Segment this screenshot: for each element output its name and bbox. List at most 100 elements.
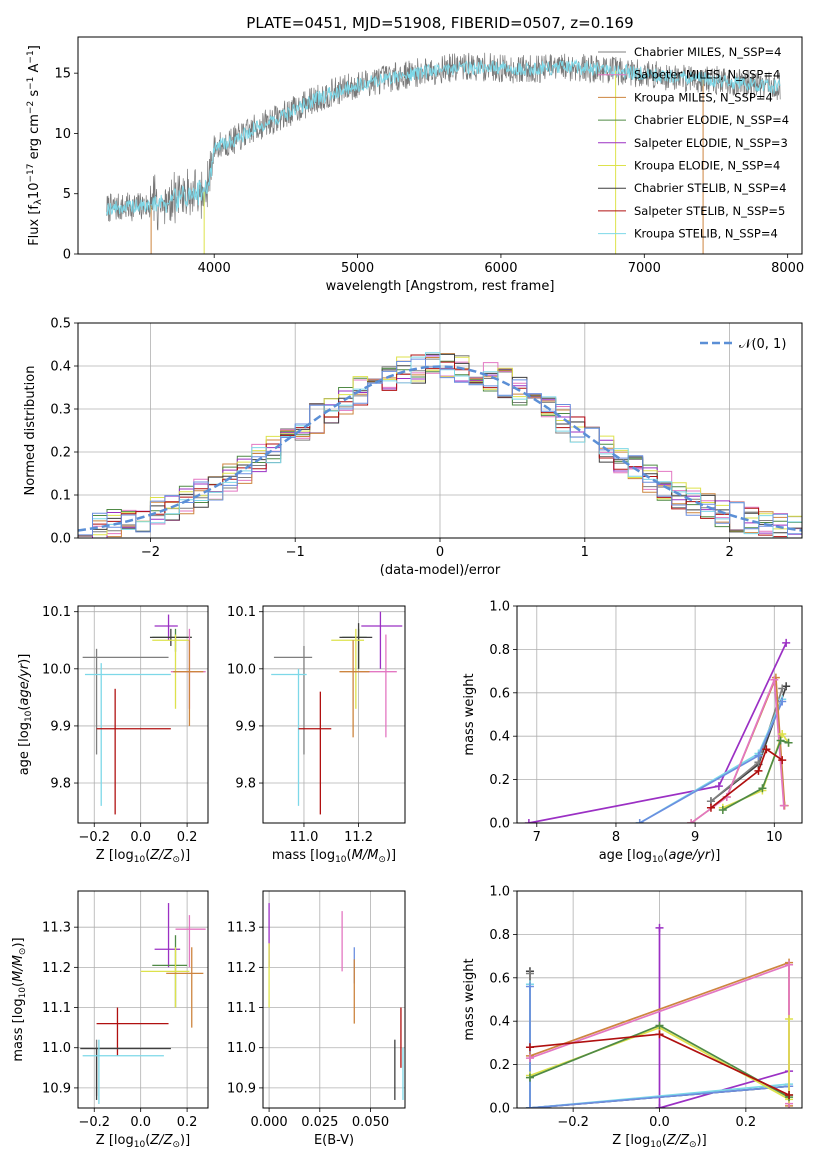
y-tick-label: 0.4 (489, 1015, 510, 1030)
x-tick-label: 0 (436, 545, 444, 560)
x-tick-label: 5000 (341, 261, 374, 276)
massweight-vs-Z-x-axis-label: Z [log10(Z/Z⊙)] (612, 1133, 706, 1150)
mass-weight-marker (525, 982, 534, 991)
errorbar-point (339, 640, 370, 738)
x-tick-label: −1 (286, 545, 305, 560)
mass-weight-marker (785, 960, 794, 969)
errorbar-point (273, 645, 313, 755)
y-tick-label: 9.9 (235, 719, 256, 734)
x-tick-label: 0.0 (130, 1115, 151, 1130)
x-tick-label: 0.050 (352, 1115, 389, 1130)
mass-weight-marker (525, 1043, 534, 1052)
y-tick-label: 9.8 (50, 777, 71, 792)
mass-weight-marker (714, 782, 723, 791)
legend-entry: Salpeter STELIB, N_SSP=5 (634, 204, 785, 218)
mass-weight-marker (718, 805, 727, 814)
y-tick-label: 11.0 (227, 1041, 256, 1056)
age-vs-Z-x-axis-label: Z [log10(Z/Z⊙)] (96, 848, 190, 865)
residuals-axes: −2 −1 0 1 2 0.0 0.1 0.2 0.3 0.4 0.5 (50, 317, 802, 560)
mass-weight-marker (525, 969, 534, 978)
errorbar-point (175, 915, 206, 968)
y-tick-label: 0.0 (50, 532, 71, 547)
x-tick-label: 7 (533, 830, 541, 845)
age-vs-Z-y-axis-label: age [log10(age/yr)] (17, 654, 34, 776)
legend-entry: Kroupa MILES, N_SSP=4 (634, 90, 773, 104)
mass-weight-marker (655, 923, 664, 932)
x-tick-label: −0.2 (78, 1115, 110, 1130)
y-tick-label: 0.8 (489, 643, 510, 658)
mass-weight-series (525, 1030, 794, 1099)
errorbar-point (82, 648, 169, 755)
y-tick-label: 9.9 (50, 719, 71, 734)
mass-weight-marker (635, 819, 644, 823)
y-tick-label: 0.0 (489, 1102, 510, 1117)
age_vs_Z-axes: −0.2 0.0 0.2 9.8 9.9 10.0 10.1 (42, 605, 208, 845)
y-tick-label: 0.5 (50, 317, 71, 332)
mass-weight-line (722, 739, 789, 811)
mass_vs_Z-plot (80, 903, 206, 1104)
legend-entry: 𝒩(0, 1) (739, 337, 786, 352)
mass-weight-marker (758, 784, 767, 793)
massweight_vs_age-axes-frame (516, 605, 803, 824)
mass-weight-marker (655, 1030, 664, 1039)
y-tick-label: 11.2 (227, 961, 256, 976)
y-tick-label: 1.0 (489, 885, 510, 900)
age_vs_mass-axes-frame (262, 605, 406, 824)
legend-entry: Chabrier STELIB, N_SSP=4 (634, 181, 786, 195)
residual-histogram-step (78, 352, 802, 538)
age_vs_mass-axes: 11.0 11.2 9.8 9.9 10.0 10.1 (227, 605, 405, 845)
x-tick-label: 0.2 (736, 1115, 757, 1130)
y-tick-label: 0.6 (489, 971, 510, 986)
mass_vs_Z-axes: −0.2 0.0 0.2 10.9 11.0 11.1 11.2 11.3 (42, 891, 208, 1130)
residual-histogram-step (78, 358, 802, 536)
x-tick-label: 11.2 (344, 830, 373, 845)
mass-weight-marker (776, 736, 785, 745)
massweight_vs_Z-axes-frame (516, 890, 803, 1109)
errorbar-point (173, 640, 204, 726)
legend-entry: Chabrier ELODIE, N_SSP=4 (634, 113, 789, 127)
x-tick-label: 8000 (771, 261, 804, 276)
y-tick-label: 10.0 (42, 662, 71, 677)
mass-weight-marker (706, 803, 715, 812)
x-tick-label: 9 (691, 830, 699, 845)
residuals-plot (78, 352, 802, 538)
x-tick-label: 0.025 (301, 1115, 338, 1130)
massweight_vs_age-plot (524, 638, 793, 823)
mass-weight-marker (778, 697, 787, 706)
mass-weight-series (718, 736, 793, 814)
y-tick-label: 0.4 (50, 360, 71, 375)
mass-vs-Z-y-axis-label: mass [log10(M/M⊙)] (11, 937, 28, 1061)
legend-entry: Kroupa STELIB, N_SSP=4 (634, 227, 778, 241)
mass_vs_EBV-axes: 0.000 0.025 0.050 10.9 11.0 11.1 11.2 11.3 (227, 891, 405, 1130)
errorbar-point (96, 688, 171, 815)
mass-vs-Z-x-axis-label: Z [log10(Z/Z⊙)] (96, 1133, 190, 1150)
x-tick-label: 0.2 (177, 1115, 198, 1130)
y-tick-label: 11.2 (42, 961, 71, 976)
x-tick-label: −0.2 (78, 830, 110, 845)
legend-entry: Salpeter ELODIE, N_SSP=3 (634, 136, 788, 150)
y-tick-label: 0.4 (489, 730, 510, 745)
errorbar-point (82, 1039, 164, 1104)
age_vs_mass-plot (271, 611, 403, 815)
mass-weight-marker (687, 819, 696, 823)
mass_vs_Z-axes-frame (77, 890, 209, 1109)
mass-weight-marker (778, 684, 787, 693)
legend-entry: Salpeter MILES, N_SSP=4 (634, 68, 780, 82)
x-tick-label: 6000 (484, 261, 517, 276)
x-tick-label: 7000 (628, 261, 661, 276)
mass-weight-marker (524, 819, 533, 823)
mass_vs_EBV-plot (268, 903, 404, 1100)
age_vs_Z-axes-frame (77, 605, 209, 824)
errorbar-point (84, 663, 171, 806)
model-spectrum-line (106, 58, 781, 216)
spectrum-legend: Chabrier MILES, N_SSP=4 Salpeter MILES, N… (598, 45, 789, 241)
mass-weight-marker (785, 1090, 794, 1099)
errorbar-point (154, 614, 178, 641)
mass-weight-series (524, 638, 791, 823)
figure-title: PLATE=0451, MJD=51908, FIBERID=0507, z=0… (246, 14, 633, 32)
x-tick-label: 8 (612, 830, 620, 845)
massweight-vs-age-y-axis-label: mass weight (462, 673, 477, 755)
spectrum-y-axis-label: Flux [fλ10−17 erg cm−2 s−1 A−1] (26, 45, 44, 246)
errorbar-point (80, 1047, 171, 1100)
